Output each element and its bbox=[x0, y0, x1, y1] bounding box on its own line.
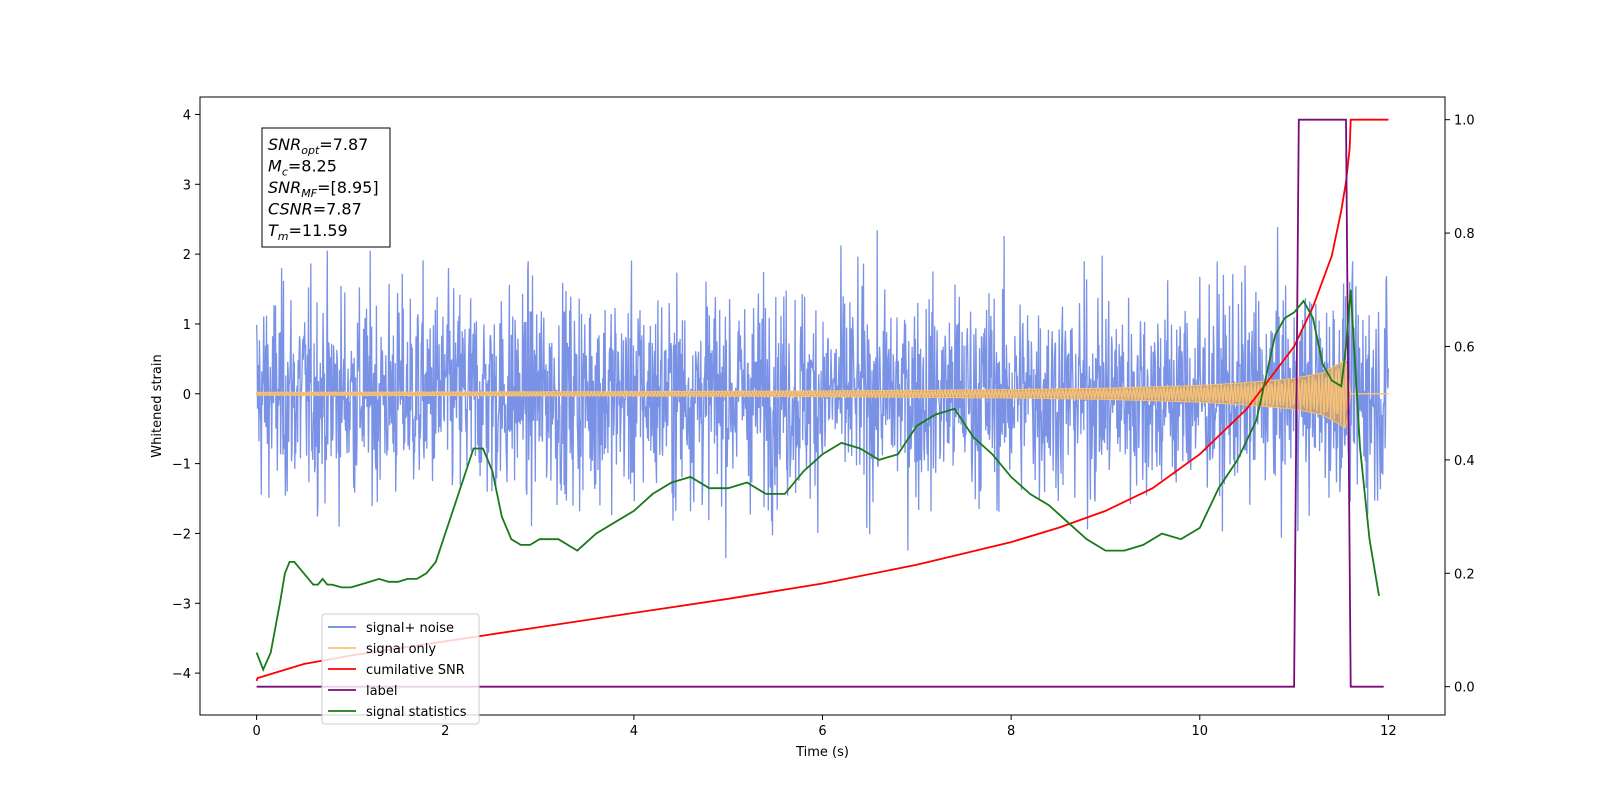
annotation-line: CSNR=7.87 bbox=[268, 200, 362, 219]
annotation-subscript: c bbox=[282, 166, 288, 179]
annotation-value: =8.25 bbox=[288, 157, 337, 176]
legend-label: label bbox=[366, 684, 397, 699]
x-tick-label: 6 bbox=[818, 724, 826, 739]
y-left-tick-label: 2 bbox=[183, 248, 191, 263]
y-left-tick-label: −1 bbox=[172, 458, 191, 473]
y-left-tick-label: 1 bbox=[183, 318, 191, 333]
annotation-line: Tm=11.59 bbox=[268, 221, 348, 243]
annotation-value: =11.59 bbox=[289, 221, 348, 240]
y-left-tick-label: −3 bbox=[172, 597, 191, 612]
x-tick-label: 10 bbox=[1191, 724, 1208, 739]
legend: signal+ noise signal only cumilative SNR la… bbox=[321, 613, 480, 725]
x-tick-label: 8 bbox=[1007, 724, 1015, 739]
annotation-line: SNRopt=7.87 bbox=[268, 135, 368, 157]
y-right-tick-label: 0.8 bbox=[1454, 227, 1475, 242]
legend-label: signal statistics bbox=[366, 705, 467, 720]
series-signal-statistics-line bbox=[255, 289, 1380, 672]
annotation-symbol: T bbox=[268, 221, 279, 240]
annotation-symbol: M bbox=[268, 157, 282, 176]
series-signal-only-line bbox=[256, 361, 1389, 427]
legend-label: signal only bbox=[366, 642, 436, 657]
annotation-line: SNRMF=[8.95] bbox=[268, 178, 379, 200]
annotation-symbol: CSNR bbox=[268, 200, 313, 219]
y-right-tick-label: 0.4 bbox=[1454, 454, 1475, 469]
legend-frame bbox=[321, 613, 480, 725]
annotation-value: =7.87 bbox=[319, 135, 368, 154]
x-tick-label: 2 bbox=[441, 724, 449, 739]
y-left-tick-label: −2 bbox=[172, 527, 191, 542]
y-right-tick-label: 0.6 bbox=[1454, 340, 1475, 355]
annotation-value: =[8.95] bbox=[317, 178, 379, 197]
annotation-box-frame bbox=[261, 127, 391, 248]
annotation-line: Mc=8.25 bbox=[268, 157, 337, 179]
y-left-tick-label: −4 bbox=[172, 667, 191, 682]
annotation-symbol: SNR bbox=[268, 178, 301, 197]
y-right-tick-label: 1.0 bbox=[1454, 114, 1475, 129]
y-right-tick-label: 0.0 bbox=[1454, 681, 1475, 696]
x-tick-label: 12 bbox=[1380, 724, 1397, 739]
annotation-subscript: m bbox=[278, 230, 289, 243]
legend-label: cumilative SNR bbox=[366, 663, 465, 678]
legend-label: signal+ noise bbox=[366, 621, 454, 636]
x-tick-label: 4 bbox=[630, 724, 638, 739]
annotation-subscript: MF bbox=[301, 187, 317, 200]
x-tick-label: 0 bbox=[252, 724, 260, 739]
y-left-tick-label: 4 bbox=[183, 108, 191, 123]
x-axis-label: Time (s) bbox=[795, 745, 849, 760]
y-axis-label: Whitened strain bbox=[150, 354, 165, 457]
annotation-symbol: SNR bbox=[268, 135, 301, 154]
y-left-tick-label: 3 bbox=[183, 178, 191, 193]
stats-annotation-box: SNRopt=7.87Mc=8.25SNRMF=[8.95]CSNR=7.87T… bbox=[261, 127, 391, 248]
y-left-tick-label: 0 bbox=[183, 388, 191, 403]
annotation-value: =7.87 bbox=[313, 200, 362, 219]
y-right-tick-label: 0.2 bbox=[1454, 567, 1475, 582]
axes: 0 2 4 6 8 10 1243210−1−2−3−41.00.80.60.40.20.0… bbox=[150, 96, 1475, 760]
series-label-line bbox=[256, 118, 1384, 688]
annotation-subscript: opt bbox=[301, 144, 320, 157]
